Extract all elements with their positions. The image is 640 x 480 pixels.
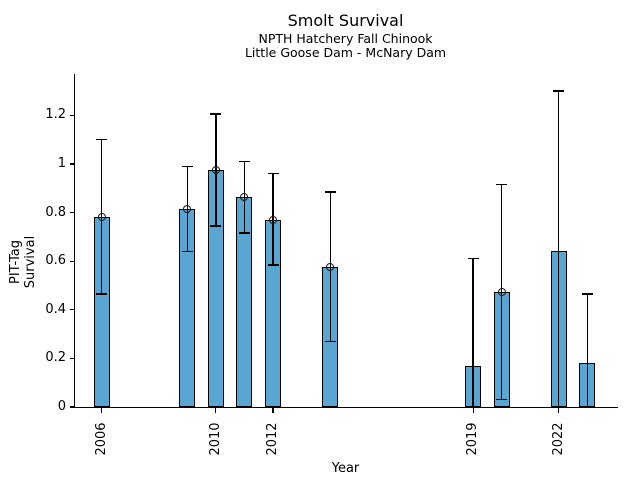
y-tick-label-0.6: 0.6 — [45, 253, 66, 269]
y-tick-0.6 — [70, 260, 75, 262]
y-tick-label-1: 1 — [57, 155, 66, 171]
error-cap-high-2006 — [96, 138, 108, 141]
error-cap-high-2014 — [324, 191, 336, 193]
error-bar-2023 — [586, 293, 589, 407]
x-axis-label: Year — [331, 461, 360, 476]
x-tick-2010 — [215, 408, 217, 413]
y-tick-0.2 — [70, 357, 75, 359]
error-cap-low-2020 — [496, 398, 508, 401]
error-cap-low-2014 — [324, 340, 336, 343]
error-cap-high-2011 — [238, 160, 250, 163]
error-cap-low-2012 — [267, 264, 279, 266]
point-marker-2009 — [183, 204, 192, 213]
chart-subtitle-line2: Little Goose Dam - McNary Dam — [244, 45, 447, 60]
x-tick-label-2012: 2012 — [265, 422, 281, 456]
x-tick-2012 — [272, 408, 274, 413]
y-tick-1.2 — [70, 114, 75, 116]
y-axis-label: PIT-Tag Survival — [8, 235, 38, 289]
y-tick-0.4 — [70, 309, 75, 311]
point-marker-2012 — [269, 215, 278, 224]
error-bar-2019 — [472, 258, 474, 407]
chart-title: Smolt Survival — [287, 11, 404, 30]
x-axis-spine — [75, 407, 618, 409]
y-tick-label-0.2: 0.2 — [45, 350, 66, 366]
x-tick-label-2006: 2006 — [93, 422, 109, 456]
y-tick-label-1.2: 1.2 — [45, 107, 66, 123]
error-cap-low-2011 — [238, 232, 250, 234]
point-marker-2010 — [211, 166, 220, 174]
chart-subtitle-line1: NPTH Hatchery Fall Chinook — [258, 31, 433, 46]
error-cap-high-2022 — [553, 90, 565, 92]
error-bar-2022 — [558, 91, 560, 407]
point-marker-2014 — [326, 263, 335, 272]
error-cap-low-2006 — [96, 293, 108, 295]
x-tick-2022 — [558, 408, 560, 413]
y-axis-spine — [74, 74, 76, 408]
error-cap-low-2010 — [210, 225, 222, 227]
point-marker-2006 — [97, 213, 106, 222]
x-tick-2006 — [100, 408, 103, 413]
x-tick-label-2010: 2010 — [207, 422, 223, 456]
y-tick-label-0.8: 0.8 — [45, 204, 66, 220]
error-cap-high-2009 — [181, 165, 193, 168]
y-tick-label-0.4: 0.4 — [45, 301, 66, 317]
error-cap-high-2012 — [267, 172, 279, 175]
y-tick-label-0: 0 — [57, 399, 66, 414]
point-marker-2011 — [240, 192, 249, 201]
error-cap-high-2010 — [210, 113, 222, 115]
error-cap-low-2009 — [181, 250, 193, 253]
y-tick-0 — [70, 406, 75, 408]
error-cap-high-2020 — [496, 183, 508, 186]
y-tick-0.8 — [70, 211, 75, 214]
error-cap-high-2023 — [581, 293, 593, 295]
y-tick-1 — [70, 163, 75, 165]
x-tick-label-2019: 2019 — [465, 422, 481, 456]
error-cap-high-2019 — [467, 257, 479, 260]
x-tick-2019 — [472, 408, 474, 413]
point-marker-2020 — [497, 287, 506, 296]
x-tick-label-2022: 2022 — [550, 422, 566, 456]
